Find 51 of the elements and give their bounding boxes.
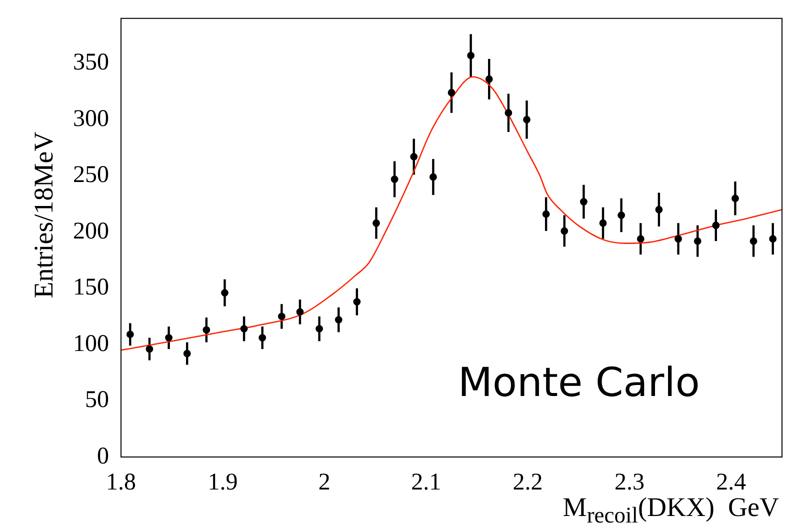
y-tick-label: 200 xyxy=(73,218,109,244)
y-tick-label: 300 xyxy=(73,106,109,132)
point xyxy=(504,109,512,117)
point xyxy=(296,308,304,316)
x-tick-label: 2.2 xyxy=(512,470,543,496)
point xyxy=(523,116,530,124)
point xyxy=(390,176,398,183)
point xyxy=(732,194,739,202)
point xyxy=(183,350,191,358)
point xyxy=(769,235,777,243)
y-tick-label: 150 xyxy=(73,274,109,301)
point xyxy=(694,237,702,245)
point xyxy=(750,237,758,245)
point xyxy=(372,219,380,227)
point xyxy=(580,198,588,206)
y-axis-title: Entries/18MeV xyxy=(28,132,60,298)
y-tick-label: 50 xyxy=(85,387,109,414)
point xyxy=(636,235,644,243)
point xyxy=(240,325,248,332)
point xyxy=(334,316,342,324)
point xyxy=(278,312,286,320)
annotation: Monte Carlo xyxy=(458,360,700,406)
point xyxy=(410,153,418,160)
point xyxy=(316,325,323,332)
point xyxy=(353,298,361,306)
point xyxy=(202,326,210,334)
y-tick-label: 0 xyxy=(97,443,109,470)
point xyxy=(467,52,475,60)
point xyxy=(674,235,682,243)
point xyxy=(258,334,266,342)
y-tick-label: 100 xyxy=(73,330,109,357)
line-series xyxy=(121,76,782,351)
x-tick-label: 2 xyxy=(318,470,330,496)
x-tick-label: 1.9 xyxy=(208,470,238,496)
point xyxy=(126,330,134,338)
point xyxy=(618,212,626,219)
point xyxy=(485,75,493,83)
x-tick-label: 1.8 xyxy=(106,470,136,496)
point xyxy=(221,289,228,297)
point xyxy=(448,88,456,96)
point xyxy=(146,345,154,353)
point xyxy=(165,334,172,342)
point xyxy=(655,206,663,214)
point xyxy=(599,219,607,227)
point xyxy=(542,210,550,218)
y-tick-label: 350 xyxy=(73,50,109,76)
point xyxy=(712,222,720,230)
point xyxy=(560,227,568,235)
point xyxy=(429,173,437,181)
x-tick-label: 2.1 xyxy=(411,470,442,496)
y-tick-label: 250 xyxy=(73,162,109,188)
